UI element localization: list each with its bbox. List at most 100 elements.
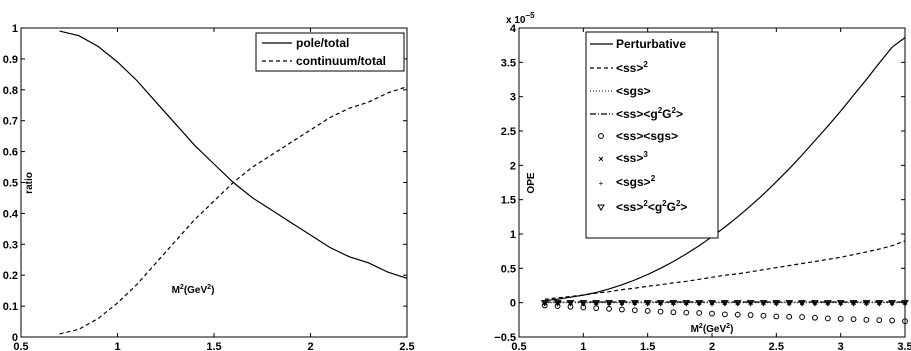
c2-series-7-point-10 (669, 300, 678, 307)
c2-series-7-point-21 (811, 300, 819, 307)
c1-ytick-label: 1 (12, 23, 18, 35)
c2-series-7-point-3 (579, 300, 588, 307)
c2-xtick-label: 0.5 (511, 341, 526, 351)
c2-series-4-point-19 (786, 313, 793, 320)
chart2-series-lines (540, 37, 909, 325)
c1-ytick-label: 0.1 (3, 301, 18, 313)
chart1-legend-label-pole: pole/total (296, 36, 349, 50)
c1-xtick-label: 2 (307, 341, 313, 351)
c2-series-7-point-23 (836, 300, 845, 307)
c2-series-4-point-26 (876, 317, 883, 324)
c1-xtick-label: 2.5 (399, 341, 414, 351)
c2-series-1-line (544, 240, 906, 300)
c2-xtick-label: 1 (580, 341, 586, 351)
c2-series-7-point-0 (540, 300, 549, 307)
c2-ytick-label: −0.5 (494, 332, 516, 344)
chart2-legend-marker-ss2-g2G2 (597, 204, 605, 211)
chart1-legend-label-continuum: continuum/total (296, 54, 386, 68)
c2-series-4-point-15 (734, 311, 741, 318)
c2-series-4-point-27 (889, 317, 896, 324)
c2-series-4-point-28 (902, 318, 908, 325)
c1-ytick-label: 0 (12, 332, 18, 344)
c2-series-7-point-12 (695, 300, 704, 307)
c2-xtick-label: 3 (838, 341, 844, 351)
c2-ytick-label: 3 (510, 92, 516, 104)
ratio-chart: 0.5 1 1.5 2 2.5 0 0.1 0.2 0.3 0.4 0.5 0.6 0.7 0.8 0.9… (3, 23, 415, 351)
c2-series-4-point-8 (644, 308, 651, 314)
c2-series-4-point-12 (696, 310, 703, 316)
c2-series-4-point-6 (619, 306, 625, 313)
chart2-legend: Perturbative <ss>2 <sgs> <ss><g2G2> <ss>… (585, 31, 719, 239)
chart2-legend-label-sgs: <sgs> (616, 84, 651, 98)
c2-series-7-point-15 (733, 300, 742, 307)
chart2-ylabel: OPE (526, 172, 537, 193)
c2-series-7-point-2 (566, 300, 575, 307)
c1-ytick-label: 0.8 (3, 85, 18, 97)
c2-series-7-point-26 (875, 300, 884, 307)
c2-series-4-point-20 (799, 314, 805, 320)
chart2-legend-marker-sgs2: + (599, 179, 604, 188)
chart2-y-ticks: −0.5 0 0.5 1 1.5 2 2.5 3 3.5 4 (494, 23, 905, 344)
c2-series-4-point-16 (747, 312, 754, 318)
chart2-legend-box (585, 31, 719, 239)
chart2-legend-marker-ss3: × (598, 154, 603, 164)
c2-series-4-point-22 (824, 315, 831, 322)
chart1-y-ticks: 0 0.1 0.2 0.3 0.4 0.5 0.6 0.7 0.8 0.9 1 (3, 23, 407, 344)
c1-ytick-label: 0.5 (3, 178, 18, 190)
c2-series-4-point-21 (812, 314, 818, 321)
c2-series-4-point-25 (863, 316, 870, 323)
c2-series-4-point-7 (631, 307, 638, 314)
chart1-x-ticks: 0.5 1 1.5 2 2.5 (13, 28, 415, 351)
c1-ytick-label: 0.2 (3, 270, 18, 282)
chart2-multiplier: x 10−5 (506, 11, 535, 26)
c1-series-1-line (59, 86, 408, 335)
c1-ytick-label: 0.6 (3, 147, 18, 159)
c2-series-7-point-17 (759, 300, 768, 307)
c2-ytick-label: 0.5 (501, 263, 516, 275)
chart2-legend-label-ss2: <ss>2 (616, 60, 648, 75)
c2-series-4-point-24 (850, 316, 857, 323)
c2-series-7-point-24 (849, 300, 858, 307)
chart2-x-ticks: 0.5 1 1.5 2 2.5 3 3.5 (511, 28, 911, 351)
c2-ytick-label: 1 (510, 229, 516, 241)
c2-series-4-point-14 (721, 311, 728, 318)
c2-series-7-point-18 (772, 300, 781, 307)
c1-ytick-label: 0.7 (3, 116, 18, 128)
c2-xtick-label: 2 (709, 341, 715, 351)
c2-series-4-point-23 (837, 315, 844, 322)
c2-series-7-point-20 (798, 300, 806, 307)
c2-series-4-point-9 (657, 308, 664, 315)
c2-ytick-label: 3.5 (501, 57, 516, 69)
chart1-ylabel: ratio (24, 172, 35, 194)
chart2-legend-label-sgs2: <sgs>2 (616, 174, 656, 189)
c2-series-7-point-19 (785, 300, 794, 307)
chart2-legend-marker-ss-sgs (598, 133, 604, 139)
c2-series-7-point-28 (901, 300, 909, 307)
c2-series-7-point-25 (862, 300, 871, 307)
chart2-legend-label-ss2-g2G2: <ss>2<g2G2> (616, 199, 687, 214)
c1-ytick-label: 0.3 (3, 239, 18, 251)
chart2-legend-label-ss3: <ss>3 (616, 150, 648, 165)
c2-series-7-point-13 (708, 300, 716, 307)
c2-series-7-point-9 (656, 300, 665, 307)
c2-series-4-point-10 (670, 309, 677, 316)
c2-series-7-point-8 (643, 300, 652, 307)
c2-series-7-point-16 (746, 300, 755, 307)
chart1-legend-box (255, 32, 405, 72)
c2-series-7-point-7 (630, 300, 639, 307)
c2-ytick-label: 2 (510, 160, 516, 172)
chart2-legend-label-ss-sgs: <ss><sgs> (616, 129, 678, 143)
c2-xtick-label: 1.5 (640, 341, 655, 351)
c2-series-4-point-11 (683, 309, 690, 316)
c1-xtick-label: 1.5 (206, 341, 221, 351)
c2-series-4-point-17 (760, 312, 767, 319)
chart1-series-lines (59, 30, 408, 335)
c2-series-7-point-1 (553, 300, 562, 307)
c1-ytick-label: 0.4 (3, 208, 19, 220)
c2-xtick-label: 2.5 (769, 341, 784, 351)
chart2-xlabel: M2(GeV2) (691, 323, 734, 335)
c2-ytick-label: 1.5 (501, 195, 516, 207)
c2-series-7-point-22 (823, 300, 832, 307)
c1-xtick-label: 1 (114, 341, 120, 351)
c2-series-7-point-11 (682, 300, 691, 307)
